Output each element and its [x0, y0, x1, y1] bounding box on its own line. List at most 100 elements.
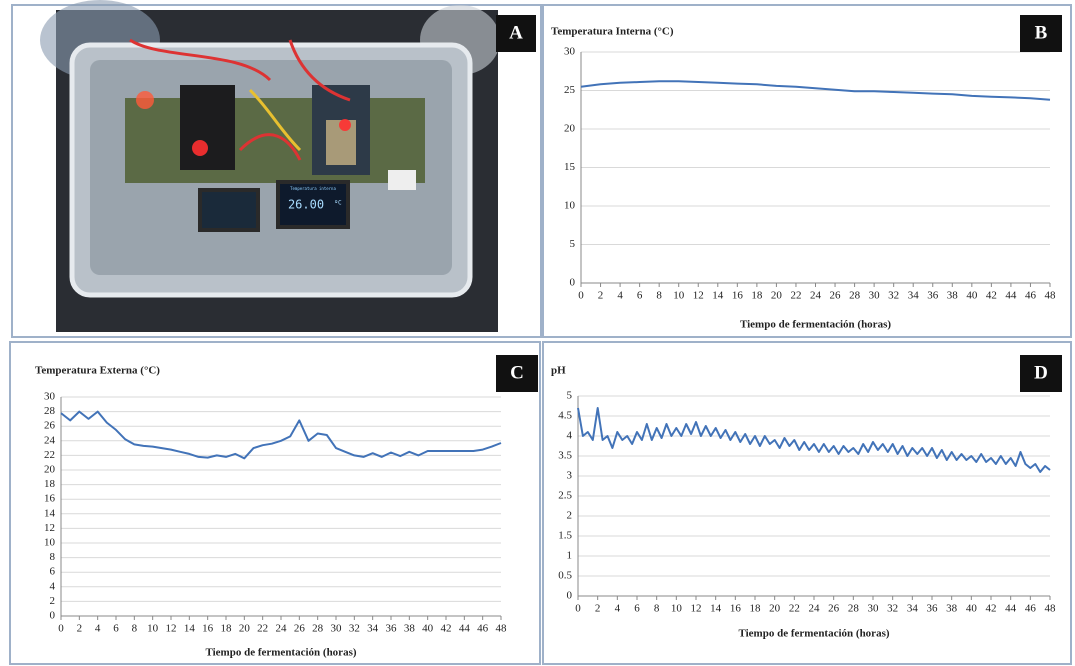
x-tick-label: 26	[294, 623, 306, 635]
x-tick-label: 0	[578, 290, 584, 302]
microcontroller	[180, 85, 235, 170]
x-tick-label: 14	[184, 623, 196, 635]
circuit-board	[125, 98, 425, 183]
x-tick-label: 20	[769, 603, 781, 615]
y-tick-label: 3	[567, 470, 573, 482]
y-tick-label: 14	[44, 507, 56, 519]
x-tick-label: 16	[730, 603, 742, 615]
x-tick-label: 12	[691, 603, 702, 615]
x-tick-label: 0	[58, 623, 64, 635]
x-tick-label: 4	[615, 603, 621, 615]
x-tick-label: 30	[869, 290, 881, 302]
oled-text: Temperatura interna	[290, 186, 336, 191]
x-tick-label: 48	[1045, 603, 1057, 615]
x-tick-label: 40	[966, 603, 978, 615]
x-tick-label: 42	[441, 623, 452, 635]
panel-label-box	[1020, 15, 1062, 52]
y-tick-label: 2	[567, 510, 573, 522]
x-tick-label: 14	[710, 603, 722, 615]
x-tick-label: 42	[986, 603, 997, 615]
y-tick-label: 28	[44, 405, 56, 417]
y-tick-label: 4	[567, 430, 573, 442]
x-tick-label: 26	[828, 603, 840, 615]
x-tick-label: 28	[312, 623, 324, 635]
panel-frame	[542, 341, 1072, 665]
x-tick-label: 16	[732, 290, 744, 302]
x-tick-label: 38	[404, 623, 416, 635]
x-tick-label: 34	[367, 623, 379, 635]
x-tick-label: 8	[654, 603, 660, 615]
x-tick-label: 26	[830, 290, 842, 302]
oled-unit: ºC	[334, 200, 342, 207]
x-tick-label: 22	[790, 290, 801, 302]
x-tick-label: 22	[257, 623, 268, 635]
x-tick-label: 24	[809, 603, 821, 615]
x-tick-label: 30	[868, 603, 880, 615]
panel-label-box	[496, 355, 538, 392]
x-tick-label: 44	[1005, 603, 1017, 615]
x-tick-label: 0	[575, 603, 581, 615]
y-tick-label: 0	[570, 277, 576, 289]
x-tick-label: 38	[947, 290, 959, 302]
y-tick-label: 0	[567, 590, 573, 602]
x-tick-label: 38	[946, 603, 958, 615]
panel-label: B	[1035, 22, 1048, 43]
x-tick-label: 32	[888, 290, 899, 302]
x-axis-label: Tiempo de fermentación (horas)	[205, 647, 356, 659]
y-tick-label: 18	[44, 478, 56, 490]
x-tick-label: 18	[221, 623, 233, 635]
x-tick-label: 12	[693, 290, 704, 302]
y-tick-label: 0.5	[558, 570, 572, 582]
x-tick-label: 40	[966, 290, 978, 302]
x-tick-label: 46	[1025, 603, 1037, 615]
x-tick-label: 44	[1005, 290, 1017, 302]
panel-label: D	[1034, 362, 1048, 383]
panel-label-box	[496, 15, 536, 52]
panel-frame	[542, 4, 1072, 338]
x-tick-label: 32	[349, 623, 360, 635]
y-tick-label: 30	[44, 391, 56, 403]
connector	[388, 170, 416, 190]
panel-label: C	[510, 362, 524, 383]
y-tick-label: 8	[50, 551, 56, 563]
led	[339, 119, 351, 131]
data-line	[60, 410, 502, 460]
y-tick-label: 5	[567, 390, 573, 402]
chart-title: Temperatura Interna (°C)	[551, 26, 674, 38]
x-tick-label: 16	[202, 623, 214, 635]
x-tick-label: 48	[1045, 290, 1057, 302]
data-line	[580, 80, 1051, 101]
x-tick-label: 10	[671, 603, 683, 615]
led	[192, 140, 208, 156]
x-tick-label: 36	[927, 290, 939, 302]
y-tick-label: 2	[50, 595, 56, 607]
chart-title: pH	[551, 365, 566, 377]
x-axis-label: Tiempo de fermentación (horas)	[738, 628, 889, 640]
x-tick-label: 40	[422, 623, 434, 635]
y-tick-label: 20	[44, 464, 56, 476]
x-tick-label: 10	[147, 623, 159, 635]
x-tick-label: 22	[789, 603, 800, 615]
y-tick-label: 25	[564, 84, 576, 96]
x-tick-label: 2	[595, 603, 601, 615]
y-tick-label: 1	[567, 550, 573, 562]
chart-title: Temperatura Externa (°C)	[35, 365, 160, 377]
oled-value: 26.00	[288, 198, 324, 212]
data-line	[577, 407, 1051, 473]
x-tick-label: 32	[887, 603, 898, 615]
x-tick-label: 18	[751, 290, 763, 302]
photo-panel: Temperatura interna 26.00 ºC A	[11, 0, 542, 338]
x-tick-label: 6	[637, 290, 643, 302]
x-tick-label: 34	[907, 603, 919, 615]
x-tick-label: 30	[331, 623, 343, 635]
y-tick-label: 4	[50, 580, 56, 592]
x-tick-label: 42	[986, 290, 997, 302]
led	[136, 91, 154, 109]
x-tick-label: 4	[617, 290, 623, 302]
x-tick-label: 48	[496, 623, 508, 635]
x-tick-label: 2	[77, 623, 83, 635]
panel-frame	[9, 341, 541, 665]
y-tick-label: 1.5	[558, 530, 572, 542]
x-tick-label: 46	[1025, 290, 1037, 302]
